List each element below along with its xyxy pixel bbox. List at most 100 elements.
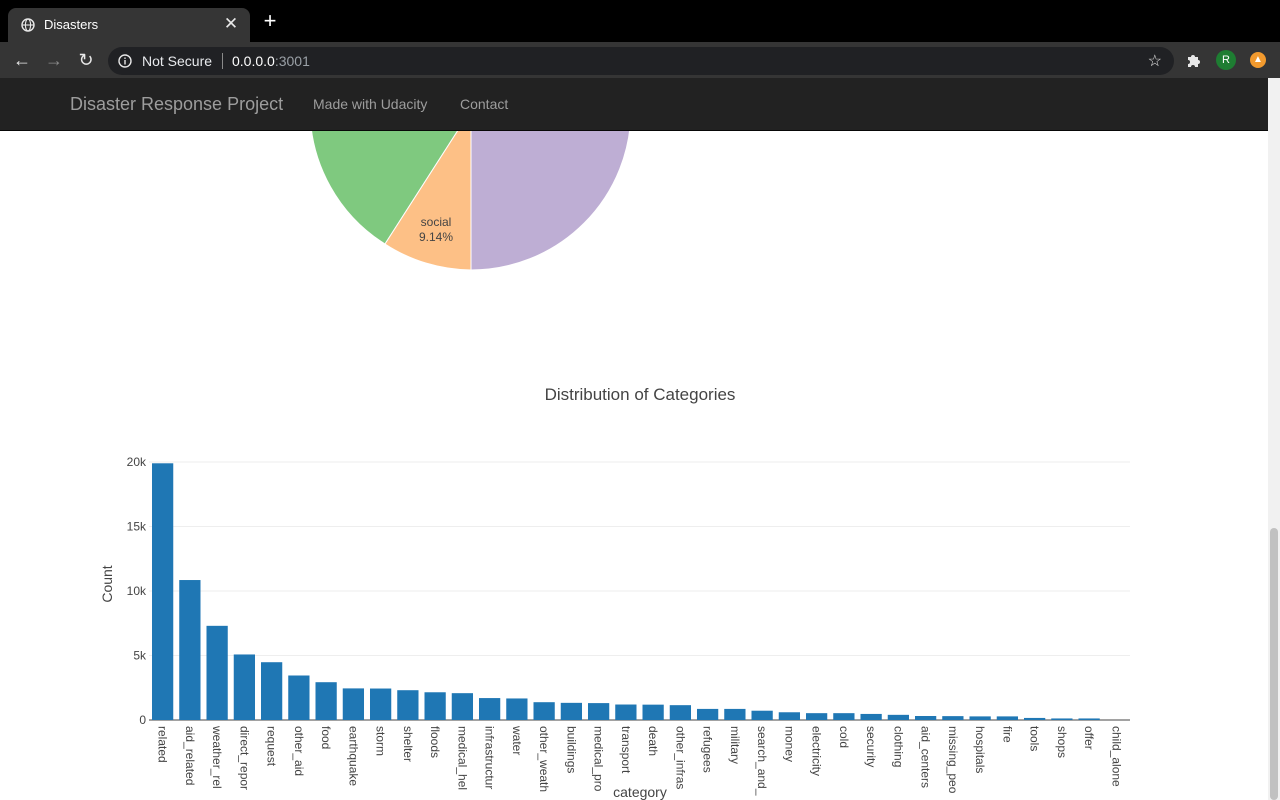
forward-icon[interactable]: → — [45, 50, 63, 70]
info-icon[interactable] — [118, 54, 132, 68]
browser-toolbar: ← → ↻ Not Secure 0.0.0.0:3001 ☆ — [0, 42, 1280, 78]
y-axis-title: Count — [99, 565, 115, 602]
site-navbar: Disaster Response Project Made with Udac… — [0, 78, 1268, 131]
bar-refugees[interactable] — [696, 708, 719, 720]
x-tick-label: death — [646, 726, 660, 756]
x-tick-label: tools — [1028, 726, 1042, 751]
bar-infrastructur[interactable] — [478, 698, 501, 720]
x-tick-label: security — [864, 726, 878, 767]
url-text: 0.0.0.0:3001 — [232, 53, 310, 69]
x-tick-label: direct_repor — [237, 726, 251, 790]
y-tick-label: 10k — [127, 584, 147, 598]
bar-shops[interactable] — [1051, 718, 1073, 720]
bar-missing_peo[interactable] — [942, 716, 964, 720]
bar-aid_centers[interactable] — [914, 716, 937, 720]
x-tick-label: clothing — [891, 726, 905, 767]
bar-tools[interactable] — [1023, 717, 1046, 720]
page-content: Disaster Response Project Made with Udac… — [0, 78, 1268, 800]
bar-storm[interactable] — [369, 688, 392, 720]
bar-request[interactable] — [260, 662, 283, 720]
nav-link-contact[interactable]: Contact — [460, 96, 509, 112]
x-tick-label: shops — [1055, 726, 1069, 758]
pie-chart: social 9.14% — [309, 108, 632, 271]
pie-label-social: social — [421, 215, 452, 229]
bar-shelter[interactable] — [397, 690, 419, 720]
scrollbar-thumb[interactable] — [1270, 528, 1278, 800]
bar-aid_related[interactable] — [179, 580, 201, 720]
x-tick-label: electricity — [810, 726, 824, 776]
new-tab-icon[interactable]: + — [263, 8, 277, 33]
bar-other_aid[interactable] — [288, 675, 310, 720]
bar-fire[interactable] — [996, 716, 1019, 720]
x-tick-label: other_infras — [673, 726, 687, 789]
x-tick-label: aid_centers — [919, 726, 933, 788]
x-tick-label: hospitals — [973, 726, 987, 773]
bar-death[interactable] — [642, 704, 664, 720]
bar-water[interactable] — [506, 698, 528, 720]
bar-direct_repor[interactable] — [233, 654, 256, 720]
x-tick-label: earthquake — [346, 726, 360, 786]
url-port: :3001 — [274, 53, 310, 69]
bar-military[interactable] — [724, 708, 746, 720]
extension-orange-icon[interactable]: ▲ — [1250, 52, 1266, 68]
bar-security[interactable] — [860, 713, 882, 720]
bar-search_and_[interactable] — [751, 710, 773, 720]
x-tick-label: buildings — [564, 726, 578, 773]
x-tick-label: cold — [837, 726, 851, 748]
profile-avatar[interactable]: R — [1216, 50, 1236, 70]
bar-clothing[interactable] — [887, 714, 910, 720]
site-brand[interactable]: Disaster Response Project — [70, 94, 284, 114]
bar-food[interactable] — [315, 682, 337, 720]
bar-related[interactable] — [151, 463, 174, 720]
x-tick-label: medical_pro — [592, 726, 606, 792]
bar-medical_pro[interactable] — [587, 703, 610, 720]
bar-medical_hel[interactable] — [451, 693, 474, 720]
x-tick-label: food — [319, 726, 333, 749]
x-tick-label: request — [265, 726, 279, 767]
bar-transport[interactable] — [615, 704, 637, 720]
bookmark-star-icon[interactable]: ☆ — [1147, 53, 1162, 70]
x-tick-label: search_and_ — [755, 726, 769, 796]
x-tick-label: medical_hel — [455, 726, 469, 790]
address-bar[interactable]: Not Secure 0.0.0.0:3001 ☆ — [108, 47, 1174, 75]
x-tick-label: transport — [619, 726, 633, 774]
y-tick-label: 15k — [127, 520, 147, 534]
x-tick-label: other_aid — [292, 726, 306, 776]
pie-slice-purple — [470, 109, 632, 271]
x-tick-label: storm — [374, 726, 388, 756]
extensions-puzzle-icon[interactable] — [1184, 50, 1204, 70]
back-icon[interactable]: ← — [13, 50, 31, 70]
bar-electricity[interactable] — [805, 713, 828, 720]
nav-link-udacity[interactable]: Made with Udacity — [313, 96, 428, 112]
bar-weather_rel[interactable] — [206, 625, 228, 720]
browser-tab[interactable]: Disasters ✕ — [8, 8, 250, 42]
bar-earthquake[interactable] — [342, 688, 365, 720]
page-scrollbar[interactable] — [1268, 78, 1280, 800]
bar-cold[interactable] — [833, 713, 855, 720]
x-tick-label: refugees — [701, 726, 715, 773]
x-tick-label: shelter — [401, 726, 415, 762]
y-tick-label: 0 — [139, 713, 146, 727]
x-tick-label: offer — [1082, 726, 1096, 750]
bar-money[interactable] — [778, 712, 801, 720]
url-host: 0.0.0.0 — [232, 53, 275, 69]
bar-other_weath[interactable] — [533, 702, 555, 720]
globe-icon — [21, 18, 35, 32]
bar-offer[interactable] — [1078, 718, 1100, 720]
x-tick-label: other_weath — [537, 726, 551, 792]
x-tick-label: military — [728, 726, 742, 764]
x-tick-label: aid_related — [183, 726, 197, 785]
security-label[interactable]: Not Secure — [142, 53, 213, 69]
bar-buildings[interactable] — [560, 702, 583, 720]
reload-icon[interactable]: ↻ — [78, 50, 94, 70]
bar-hospitals[interactable] — [969, 716, 991, 720]
y-tick-label: 5k — [133, 649, 147, 663]
x-axis-title: category — [613, 784, 667, 800]
bar-floods[interactable] — [424, 692, 446, 720]
bar-other_infras[interactable] — [669, 705, 692, 720]
browser-tabbar: Disasters ✕ + — [0, 0, 1280, 42]
x-tick-label: fire — [1000, 726, 1014, 743]
tab-title: Disasters — [44, 17, 99, 32]
x-tick-label: floods — [428, 726, 442, 758]
close-tab-icon[interactable]: ✕ — [223, 14, 239, 33]
